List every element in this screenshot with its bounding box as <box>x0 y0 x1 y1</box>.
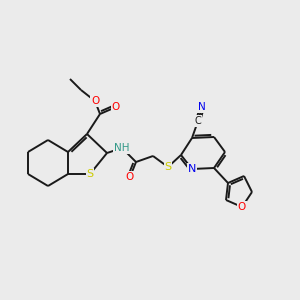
Text: O: O <box>112 102 120 112</box>
Text: C: C <box>195 116 201 126</box>
Text: N: N <box>188 164 196 174</box>
Text: O: O <box>126 172 134 182</box>
Text: O: O <box>238 202 246 212</box>
Text: S: S <box>164 162 172 172</box>
Text: N: N <box>198 102 206 112</box>
Text: O: O <box>91 96 99 106</box>
Text: S: S <box>86 169 94 179</box>
Text: NH: NH <box>114 143 130 153</box>
